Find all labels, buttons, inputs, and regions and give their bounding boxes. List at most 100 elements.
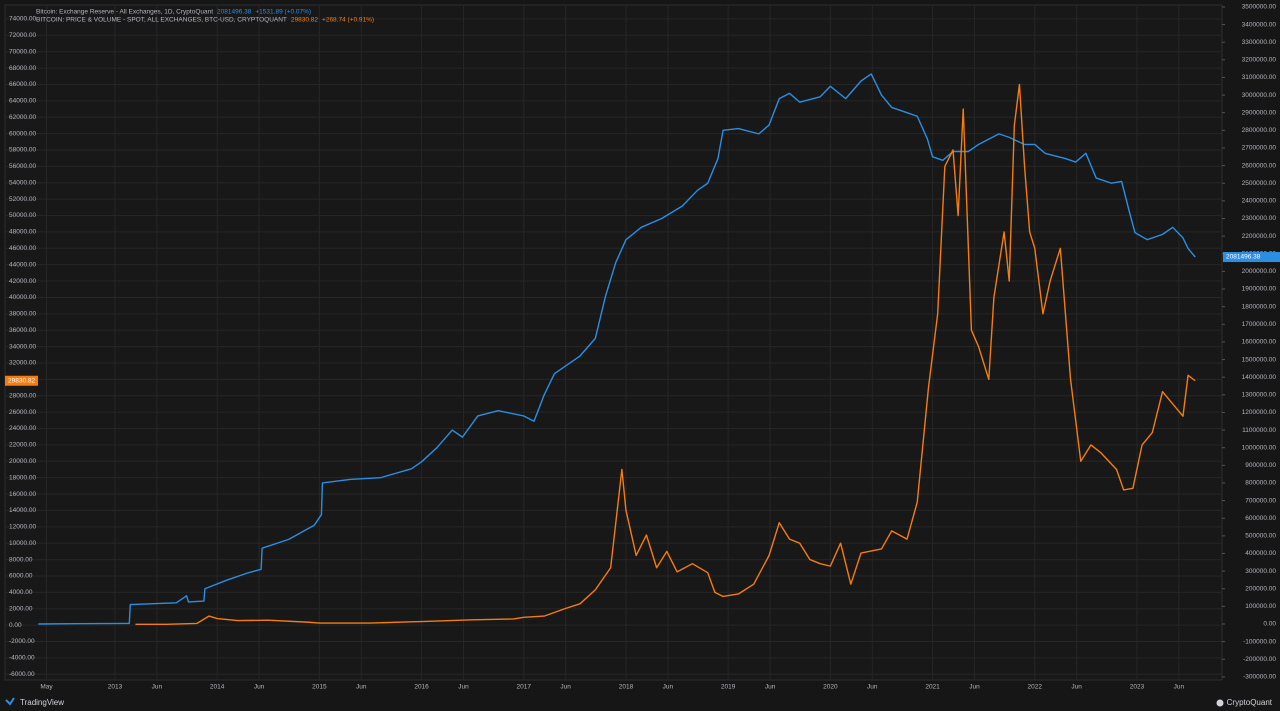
y2-tick-label: 1700000.00 <box>1242 321 1277 328</box>
y-tick-label: 6000.00 <box>9 573 33 580</box>
y-tick-label: 4000.00 <box>9 589 33 596</box>
y-tick-label: 52000.00 <box>9 196 36 203</box>
y2-tick-label: 3200000.00 <box>1242 57 1277 64</box>
x-tick-label: Jun <box>152 684 163 691</box>
y-tick-label: 12000.00 <box>9 524 36 531</box>
y2-tick-label: 1900000.00 <box>1242 286 1277 293</box>
legend-change: +1531.89 (+0.07%) <box>255 9 311 16</box>
legend-name: Bitcoin: Exchange Reserve - All Exchange… <box>36 9 213 16</box>
x-tick-label: Jun <box>458 684 469 691</box>
y2-tick-label: -100000.00 <box>1243 638 1276 645</box>
y2-tick-label: 100000.00 <box>1245 603 1276 610</box>
y2-tick-label: 2500000.00 <box>1242 180 1277 187</box>
y-tick-label: 14000.00 <box>9 507 36 514</box>
y-tick-label: 28000.00 <box>9 392 36 399</box>
y2-tick-label: 600000.00 <box>1245 515 1276 522</box>
x-tick-label: May <box>40 684 53 691</box>
legend-value: 2081496.38 <box>217 9 252 16</box>
y2-tick-label: 2900000.00 <box>1242 109 1277 116</box>
x-tick-label: 2017 <box>517 684 532 691</box>
x-tick-label: Jun <box>1071 684 1082 691</box>
y-tick-label: 50000.00 <box>9 212 36 219</box>
y-tick-label: 38000.00 <box>9 311 36 318</box>
y2-tick-label: 2400000.00 <box>1242 198 1277 205</box>
y-tick-label: -6000.00 <box>9 671 35 678</box>
x-tick-label: 2020 <box>823 684 838 691</box>
x-tick-label: Jun <box>1174 684 1185 691</box>
y-tick-label: 26000.00 <box>9 409 36 416</box>
y-tick-label: 40000.00 <box>9 294 36 301</box>
y-tick-label: 66000.00 <box>9 81 36 88</box>
y2-tick-label: 900000.00 <box>1245 462 1276 469</box>
y-tick-label: 34000.00 <box>9 343 36 350</box>
y2-tick-label: -300000.00 <box>1243 674 1276 681</box>
y-tick-label: 32000.00 <box>9 360 36 367</box>
x-tick-label: 2015 <box>312 684 327 691</box>
y-tick-label: 70000.00 <box>9 48 36 55</box>
y-tick-label: 56000.00 <box>9 163 36 170</box>
x-tick-label: 2014 <box>210 684 225 691</box>
x-tick-label: Jun <box>969 684 980 691</box>
x-tick-label: 2019 <box>721 684 736 691</box>
x-tick-label: Jun <box>867 684 878 691</box>
y2-tick-label: 1000000.00 <box>1242 444 1277 451</box>
x-tick-label: 2021 <box>925 684 940 691</box>
y2-tick-label: -200000.00 <box>1243 656 1276 663</box>
y-tick-label: 46000.00 <box>9 245 36 252</box>
y-tick-label: 68000.00 <box>9 65 36 72</box>
y-tick-label: -4000.00 <box>9 655 35 662</box>
y2-tick-label: 1500000.00 <box>1242 356 1277 363</box>
plot-area <box>4 4 1223 681</box>
x-tick-label: 2018 <box>619 684 634 691</box>
y-tick-label: 74000.00 <box>9 16 36 23</box>
last-value-badge <box>1223 252 1280 263</box>
x-tick-label: Jun <box>356 684 367 691</box>
x-tick-label: 2013 <box>108 684 123 691</box>
y2-tick-label: 1800000.00 <box>1242 303 1277 310</box>
y2-tick-label: 3400000.00 <box>1242 21 1277 28</box>
y-tick-label: 48000.00 <box>9 229 36 236</box>
last-value-label: 2081496.38 <box>1226 254 1261 261</box>
y-tick-label: 44000.00 <box>9 261 36 268</box>
x-tick-label: 2023 <box>1130 684 1145 691</box>
grid <box>5 5 1222 680</box>
y2-tick-label: 1100000.00 <box>1242 427 1276 434</box>
lines <box>38 73 1196 625</box>
y2-tick-label: 1300000.00 <box>1242 392 1277 399</box>
y2-tick-label: 700000.00 <box>1245 497 1276 504</box>
cryptoquant-logo <box>1216 699 1224 707</box>
y-tick-label: 8000.00 <box>9 556 33 563</box>
y-tick-label: -2000.00 <box>9 638 35 645</box>
y2-tick-label: 1400000.00 <box>1242 374 1277 381</box>
y-tick-label: 64000.00 <box>9 98 36 105</box>
axes: 74000.00 72000.00 70000.00 68000.00 66000.00… <box>5 4 1280 691</box>
y2-tick-label: 1600000.00 <box>1242 339 1277 346</box>
y2-tick-label: 2000000.00 <box>1242 268 1277 275</box>
y2-tick-label: 3000000.00 <box>1242 92 1277 99</box>
x-tick-label: Jun <box>254 684 265 691</box>
legend-name: BITCOIN: PRICE & VOLUME - SPOT, ALL EXCH… <box>36 17 287 24</box>
y2-tick-label: 500000.00 <box>1245 533 1276 540</box>
y-tick-label: 72000.00 <box>9 32 36 39</box>
legend-value: 29830.82 <box>291 17 318 24</box>
y-tick-label: 16000.00 <box>9 491 36 498</box>
y-tick-label: 2000.00 <box>9 605 33 612</box>
y-tick-label: 58000.00 <box>9 147 36 154</box>
y-tick-label: 60000.00 <box>9 130 36 137</box>
last-value-label: 29830.82 <box>8 377 35 384</box>
tradingview-logo <box>5 697 15 706</box>
y-tick-label: 0.00 <box>9 622 22 629</box>
y-tick-label: 18000.00 <box>9 474 36 481</box>
last-value-badge <box>5 375 38 386</box>
y2-tick-label: 0.00 <box>1263 621 1276 628</box>
y2-tick-label: 2700000.00 <box>1242 145 1277 152</box>
y-tick-label: 54000.00 <box>9 179 36 186</box>
y2-tick-label: 200000.00 <box>1245 585 1276 592</box>
y2-tick-label: 2300000.00 <box>1242 215 1277 222</box>
x-tick-label: Jun <box>765 684 776 691</box>
y-tick-label: 20000.00 <box>9 458 36 465</box>
footer-left: TradingView <box>20 698 64 707</box>
y2-tick-label: 2600000.00 <box>1242 162 1277 169</box>
y-tick-label: 42000.00 <box>9 278 36 285</box>
